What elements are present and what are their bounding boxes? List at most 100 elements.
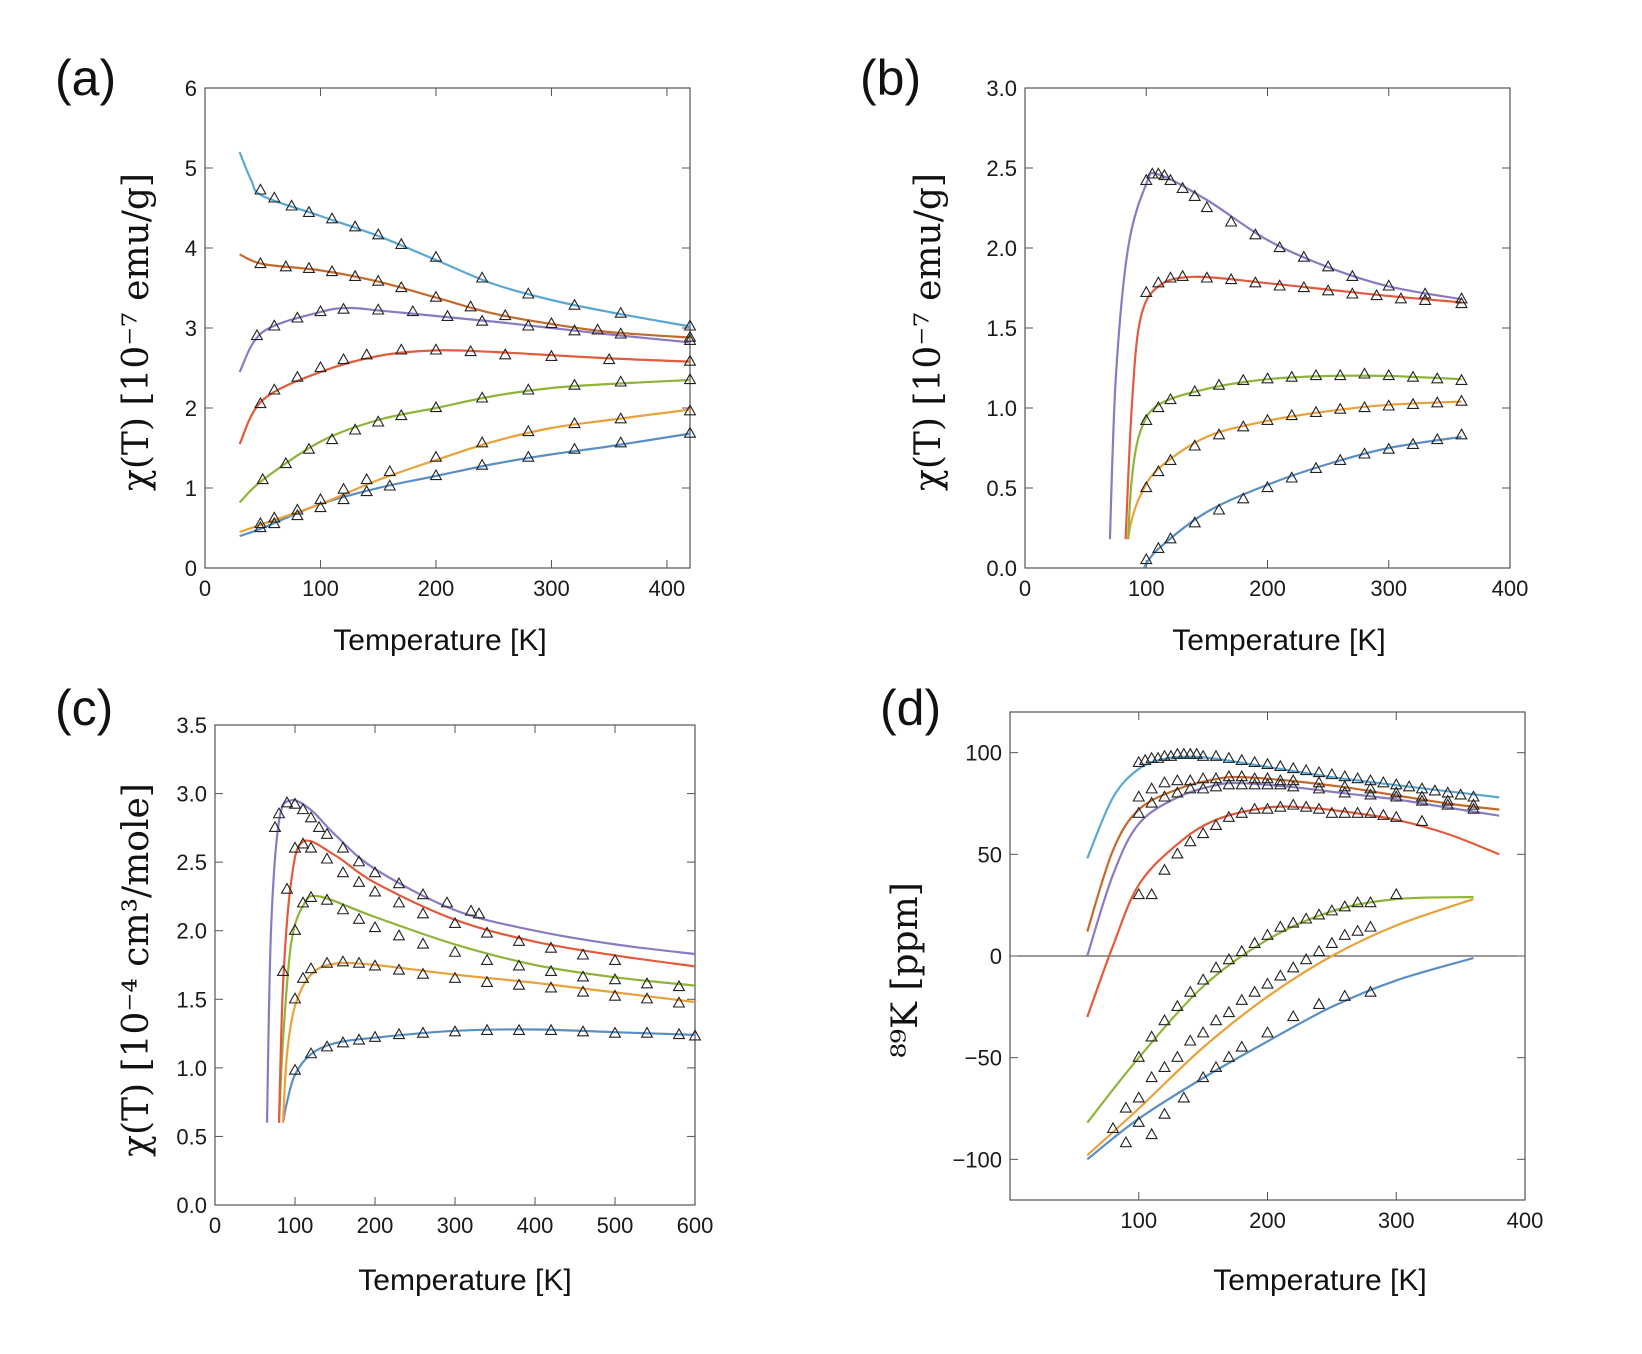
data-point-triangle	[1132, 1050, 1146, 1062]
data-point-triangle	[1351, 896, 1364, 908]
data-point-triangle	[1377, 776, 1390, 788]
y-axis-label-c: χ(T) [10⁻⁴ cm³/mole]	[116, 783, 157, 1157]
data-point-triangle	[1274, 969, 1287, 981]
data-point-triangle	[576, 948, 590, 960]
data-point-triangle	[1346, 269, 1359, 281]
data-point-triangle	[475, 436, 489, 448]
data-point-triangle	[1364, 782, 1377, 794]
data-point-triangle	[1152, 464, 1165, 477]
series-group	[1086, 755, 1500, 1161]
data-point-triangle	[1418, 293, 1432, 305]
data-point-triangle	[1274, 800, 1287, 812]
data-point-triangle	[1248, 936, 1261, 948]
data-point-triangle	[288, 1063, 302, 1075]
plot-area-a: 0 100 200 300 400 0 1 2 3 4 5 6	[185, 76, 697, 601]
data-point-triangle	[394, 343, 408, 355]
data-point-triangle	[1222, 1050, 1236, 1062]
data-point-triangle	[429, 468, 443, 481]
data-point-triangle	[348, 220, 362, 232]
data-point-triangle	[288, 923, 302, 935]
data-point-triangle	[254, 516, 267, 529]
data-point-triangle	[1406, 370, 1420, 382]
data-point-triangle	[304, 961, 318, 974]
data-point-triangle	[348, 423, 362, 435]
data-point-triangle	[348, 269, 362, 281]
data-point-triangle	[1139, 173, 1153, 185]
y-tick-label: 1	[185, 476, 197, 501]
y-axis-label-a: χ(T) [10⁻⁷ emu/g]	[116, 173, 157, 491]
data-point-triangle	[1299, 912, 1313, 924]
data-point-triangle	[291, 503, 304, 515]
curve-series-3	[238, 378, 690, 504]
data-point-triangle	[1394, 292, 1408, 304]
data-point-triangle	[276, 964, 290, 977]
curve-series-1	[1086, 956, 1474, 1161]
data-point-triangle	[325, 432, 339, 445]
data-point-triangle	[1364, 806, 1377, 818]
x-tick-label: 0	[199, 576, 211, 601]
data-point-triangle	[256, 472, 270, 485]
data-point-triangle	[1309, 461, 1323, 473]
x-tick-label: 100	[277, 1213, 314, 1238]
data-point-triangle	[1273, 240, 1286, 253]
data-point-triangle	[1364, 774, 1377, 786]
data-point-triangle	[368, 865, 382, 878]
data-point-triangle	[480, 1023, 494, 1035]
panel-label-a: (a)	[55, 50, 116, 106]
y-tick-label: 0	[990, 944, 1002, 969]
data-point-triangle	[429, 290, 443, 302]
data-point-triangle	[312, 820, 326, 833]
data-point-triangle	[498, 348, 512, 360]
data-point-triangle	[464, 904, 478, 916]
data-point-triangle	[371, 274, 385, 286]
data-point-triangle	[602, 352, 616, 365]
data-point-triangle	[1164, 271, 1177, 283]
y-axis-label-b: χ(T) [10⁻⁷ emu/g]	[908, 173, 949, 491]
data-point-triangle	[394, 408, 408, 421]
data-point-triangle	[1196, 771, 1210, 784]
data-point-triangle	[1164, 532, 1177, 544]
data-point-triangle	[1286, 780, 1300, 792]
data-point-triangle	[608, 972, 622, 985]
data-point-triangle	[250, 328, 264, 341]
data-point-triangle	[1338, 806, 1352, 818]
data-point-triangle	[614, 327, 628, 339]
data-point-triangle	[1377, 808, 1390, 820]
data-point-triangle	[280, 796, 294, 808]
data-point-triangle	[1152, 400, 1165, 413]
data-point-triangle	[1285, 471, 1299, 483]
panel-label-b: (b)	[860, 50, 921, 106]
data-point-triangle	[672, 1027, 686, 1040]
data-point-triangle	[268, 820, 282, 833]
data-point-triangle	[1222, 1005, 1236, 1018]
panel-b: (b) Temperature [K] χ(T) [10⁻⁷ emu/g] 0 1…	[860, 50, 1528, 657]
data-point-triangle	[1200, 271, 1214, 283]
data-point-triangle	[1402, 780, 1416, 792]
data-point-triangle	[1158, 790, 1171, 802]
data-point-triangle	[371, 415, 385, 427]
data-point-triangle	[1196, 1026, 1210, 1038]
data-point-triangle	[392, 929, 406, 941]
curve-series-7	[1086, 755, 1500, 859]
x-tick-label: 300	[437, 1213, 474, 1238]
y-tick-label: 5	[185, 156, 197, 181]
data-point-triangle	[320, 852, 334, 864]
data-point-triangle	[1235, 944, 1249, 957]
data-point-triangle	[1145, 1127, 1158, 1140]
data-point-triangle	[1382, 279, 1396, 291]
data-point-triangle	[383, 464, 397, 477]
curve-series-5	[1086, 781, 1500, 957]
data-point-triangle	[521, 383, 535, 395]
data-point-triangle	[1338, 989, 1352, 1001]
data-point-triangle	[1389, 790, 1403, 802]
data-point-triangle	[1286, 961, 1300, 973]
data-point-triangle	[1321, 260, 1335, 272]
curve-series-6	[239, 253, 690, 339]
data-point-triangle	[683, 404, 697, 416]
data-point-triangle	[314, 360, 327, 373]
x-tick-label: 100	[1120, 1208, 1157, 1233]
data-point-triangle	[576, 985, 590, 997]
curve-series-2	[281, 961, 695, 1123]
data-point-triangle	[464, 344, 477, 357]
y-tick-label: 2.5	[986, 156, 1017, 181]
